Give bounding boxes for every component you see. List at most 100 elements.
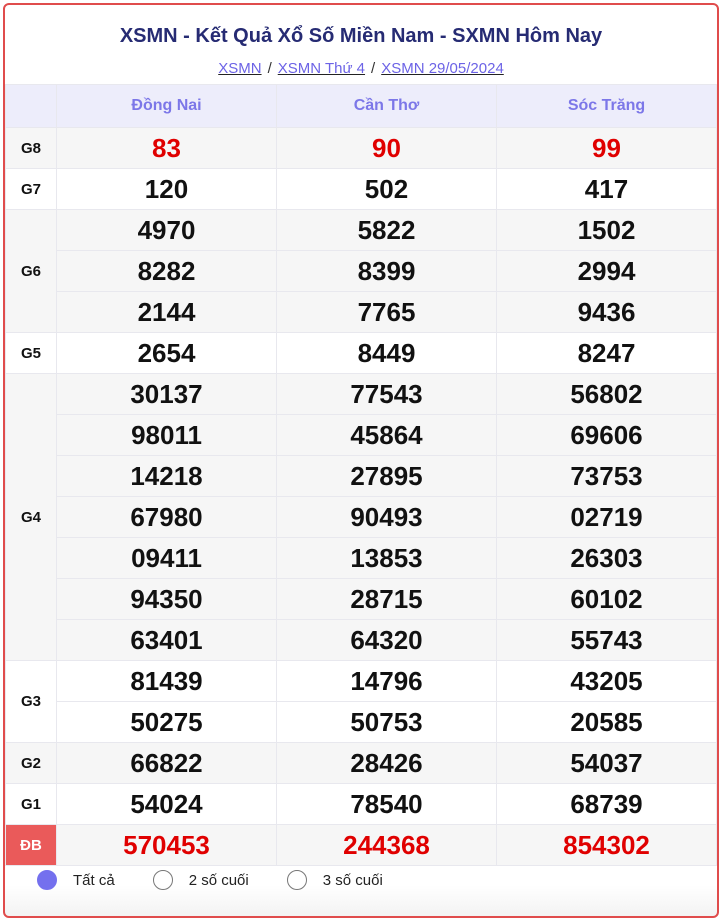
province-dong-nai[interactable]: Đồng Nai <box>56 84 277 128</box>
prize-number: 26303 <box>496 537 717 579</box>
breadcrumb-xsmn-weekday[interactable]: XSMN Thứ 4 <box>277 60 366 77</box>
prize-label: G3 <box>5 660 57 743</box>
prize-number: 68739 <box>496 783 717 825</box>
prize-label: G8 <box>5 127 57 169</box>
prize-number: 570453 <box>56 824 277 866</box>
prize-number: 55743 <box>496 619 717 661</box>
prize-number: 502 <box>276 168 497 210</box>
prize-label: G4 <box>5 373 57 661</box>
prize-label: G6 <box>5 209 57 333</box>
prize-number: 64320 <box>276 619 497 661</box>
prize-number: 77543 <box>276 373 497 415</box>
prize-number: 90493 <box>276 496 497 538</box>
province-soc-trang[interactable]: Sóc Trăng <box>496 84 717 128</box>
prize-number: 50275 <box>56 701 277 743</box>
table-row: G5 2654 8449 8247 <box>5 332 717 374</box>
prize-number: 98011 <box>56 414 277 456</box>
prize-number: 8282 <box>56 250 277 292</box>
filter-label: Tất cả <box>73 871 115 889</box>
breadcrumb-xsmn-date[interactable]: XSMN 29/05/2024 <box>381 60 504 77</box>
table-row: G2 66822 28426 54037 <box>5 742 717 784</box>
prize-number: 7765 <box>276 291 497 333</box>
filter-label: 2 số cuối <box>188 871 249 889</box>
table-row: 94350 28715 60102 <box>6 578 717 620</box>
filter-last-2[interactable]: 2 số cuối <box>152 870 249 890</box>
table-row: 98011 45864 69606 <box>6 414 717 456</box>
table-row: ĐB 570453 244368 854302 <box>5 824 717 866</box>
prize-number: 2994 <box>496 250 717 292</box>
prize-number: 2144 <box>56 291 277 333</box>
prize-number: 43205 <box>496 660 717 702</box>
table-row: 2144 7765 9436 <box>6 291 717 333</box>
prize-number: 14796 <box>276 660 497 702</box>
prize-number: 60102 <box>496 578 717 620</box>
table-header: Đồng Nai Cần Thơ Sóc Trăng <box>5 84 717 128</box>
radio-unselected-icon[interactable] <box>286 870 307 890</box>
results-card: XSMN - Kết Quả Xổ Số Miền Nam - SXMN Hôm… <box>3 3 719 918</box>
prize-number: 1502 <box>496 209 717 251</box>
breadcrumb-xsmn[interactable]: XSMN <box>218 60 262 77</box>
breadcrumb-separator: / <box>267 60 272 77</box>
prize-label: ĐB <box>5 824 57 866</box>
table-row: 50275 50753 20585 <box>6 701 717 743</box>
prize-number: 09411 <box>56 537 277 579</box>
prize-number: 5822 <box>276 209 497 251</box>
table-row: G3 81439 14796 43205 <box>5 660 717 743</box>
prize-number: 4970 <box>56 209 277 251</box>
radio-unselected-icon[interactable] <box>152 870 173 890</box>
radio-selected-icon[interactable] <box>37 870 57 890</box>
prize-number: 73753 <box>496 455 717 497</box>
table-row: 8282 8399 2994 <box>6 250 717 292</box>
results-table: Đồng Nai Cần Thơ Sóc Trăng G8 83 90 99 G7 120… <box>5 84 717 866</box>
prize-number: 20585 <box>496 701 717 743</box>
prize-number: 50753 <box>276 701 497 743</box>
prize-number: 8247 <box>496 332 717 374</box>
province-can-tho[interactable]: Cần Thơ <box>276 84 497 128</box>
table-row: G1 54024 78540 68739 <box>5 783 717 825</box>
prize-number: 417 <box>496 168 717 210</box>
table-row: G7 120 502 417 <box>5 168 717 210</box>
prize-number: 83 <box>56 127 277 169</box>
prize-number: 28426 <box>276 742 497 784</box>
prize-number: 81439 <box>56 660 277 702</box>
breadcrumb-separator: / <box>371 60 376 77</box>
prize-number: 94350 <box>56 578 277 620</box>
prize-number: 56802 <box>496 373 717 415</box>
prize-number: 9436 <box>496 291 717 333</box>
table-row: G8 83 90 99 <box>5 127 717 169</box>
prize-label: G2 <box>5 742 57 784</box>
prize-number: 8449 <box>276 332 497 374</box>
prize-number: 30137 <box>56 373 277 415</box>
prize-number: 90 <box>276 127 497 169</box>
filter-all[interactable]: Tất cả <box>37 870 115 890</box>
prize-label: G1 <box>5 783 57 825</box>
prize-number: 2654 <box>56 332 277 374</box>
prize-number: 13853 <box>276 537 497 579</box>
header-blank <box>5 84 57 128</box>
prize-number: 78540 <box>276 783 497 825</box>
prize-number: 854302 <box>496 824 717 866</box>
prize-number: 02719 <box>496 496 717 538</box>
prize-number: 54024 <box>56 783 277 825</box>
filter-label: 3 số cuối <box>322 871 383 889</box>
prize-number: 120 <box>56 168 277 210</box>
prize-number: 99 <box>496 127 717 169</box>
prize-number: 66822 <box>56 742 277 784</box>
prize-label: G7 <box>5 168 57 210</box>
page-title: XSMN - Kết Quả Xổ Số Miền Nam - SXMN Hôm… <box>119 25 603 47</box>
prize-number: 27895 <box>276 455 497 497</box>
filter-last-3[interactable]: 3 số cuối <box>286 870 383 890</box>
display-filter: Tất cả 2 số cuối 3 số cuối <box>37 870 421 890</box>
table-row: 09411 13853 26303 <box>6 537 717 579</box>
breadcrumb: XSMN / XSMN Thứ 4 / XSMN 29/05/2024 <box>5 60 717 77</box>
table-row: 67980 90493 02719 <box>6 496 717 538</box>
prize-number: 63401 <box>56 619 277 661</box>
prize-number: 54037 <box>496 742 717 784</box>
prize-number: 45864 <box>276 414 497 456</box>
prize-number: 28715 <box>276 578 497 620</box>
prize-number: 69606 <box>496 414 717 456</box>
prize-label: G5 <box>5 332 57 374</box>
table-row: 63401 64320 55743 <box>6 619 717 661</box>
prize-number: 67980 <box>56 496 277 538</box>
table-row: G4 30137 77543 56802 <box>5 373 717 661</box>
